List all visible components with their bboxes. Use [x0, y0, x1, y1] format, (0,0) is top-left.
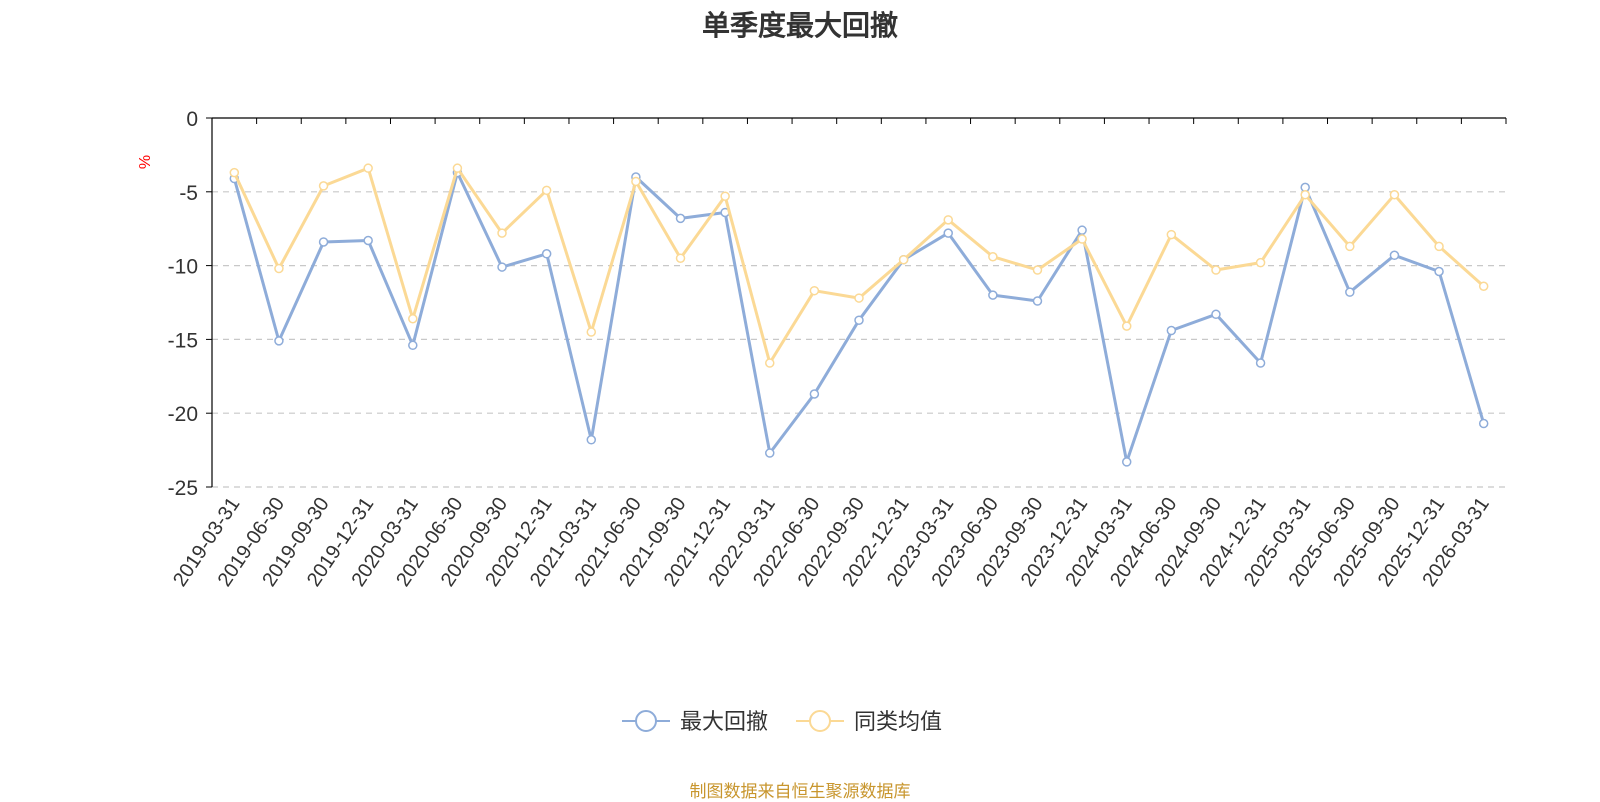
y-tick-label: -25 — [168, 477, 198, 500]
data-point[interactable] — [1255, 358, 1266, 368]
data-point[interactable] — [1121, 321, 1132, 331]
data-point[interactable] — [765, 448, 775, 458]
grid-lines — [212, 191, 1506, 488]
series-lines — [229, 163, 1489, 467]
data-point[interactable] — [1434, 241, 1444, 252]
data-point[interactable] — [854, 315, 864, 325]
data-point[interactable] — [497, 262, 507, 272]
data-point[interactable] — [1478, 281, 1489, 292]
legend-marker — [809, 710, 831, 732]
data-point[interactable] — [1211, 265, 1221, 275]
legend[interactable]: 最大回撤 同类均值 — [622, 709, 942, 734]
data-point[interactable] — [363, 235, 373, 246]
legend-label: 最大回撤 — [680, 709, 768, 734]
data-point[interactable] — [408, 340, 418, 351]
data-point[interactable] — [1434, 266, 1444, 277]
data-point[interactable] — [1478, 418, 1489, 429]
data-point[interactable] — [541, 249, 552, 259]
data-point[interactable] — [1255, 257, 1266, 268]
data-point[interactable] — [1389, 250, 1400, 261]
chart-title: 单季度最大回撤 — [701, 9, 898, 42]
data-point[interactable] — [1121, 457, 1132, 467]
data-point[interactable] — [274, 263, 284, 274]
data-point[interactable] — [943, 228, 953, 238]
data-point[interactable] — [988, 290, 998, 300]
data-point[interactable] — [809, 389, 820, 399]
data-point[interactable] — [318, 237, 329, 247]
data-point[interactable] — [675, 213, 686, 224]
data-point[interactable] — [452, 163, 463, 173]
data-point[interactable] — [1211, 309, 1221, 320]
data-point[interactable] — [1077, 225, 1087, 235]
data-point[interactable] — [988, 251, 998, 262]
data-point[interactable] — [1300, 190, 1310, 200]
series-1 — [229, 167, 1489, 467]
data-point[interactable] — [854, 293, 864, 303]
data-point[interactable] — [809, 285, 820, 296]
y-tick-label: -15 — [168, 329, 198, 352]
y-tick-label: 0 — [186, 108, 198, 131]
data-point[interactable] — [675, 253, 686, 263]
data-point[interactable] — [229, 167, 240, 178]
data-point[interactable] — [541, 185, 552, 196]
data-point[interactable] — [1389, 190, 1400, 200]
source-note: 制图数据来自恒生聚源数据库 — [689, 782, 911, 802]
data-point[interactable] — [898, 254, 909, 265]
y-tick-label: -5 — [179, 182, 198, 205]
data-point[interactable] — [363, 163, 373, 173]
data-point[interactable] — [1032, 265, 1043, 275]
data-point[interactable] — [274, 336, 284, 346]
data-point[interactable] — [1166, 325, 1177, 336]
data-point[interactable] — [943, 215, 953, 225]
data-point[interactable] — [1345, 287, 1355, 297]
y-tick-label: -10 — [168, 256, 198, 279]
legend-label: 同类均值 — [854, 709, 942, 734]
data-point[interactable] — [586, 435, 597, 445]
data-point[interactable] — [408, 313, 418, 324]
data-point[interactable] — [720, 191, 730, 201]
y-tick-label: -20 — [168, 403, 198, 426]
legend-item-1[interactable]: 最大回撤 — [622, 709, 768, 734]
axes: 0-5-10-15-20-252019-03-312019-06-302019-… — [168, 108, 1507, 591]
legend-marker — [635, 710, 657, 732]
legend-item-2[interactable]: 同类均值 — [796, 709, 942, 734]
data-point[interactable] — [1077, 234, 1087, 244]
data-point[interactable] — [586, 327, 597, 337]
data-point[interactable] — [497, 228, 507, 238]
data-point[interactable] — [631, 176, 641, 187]
data-point[interactable] — [1345, 241, 1355, 252]
y-axis-unit-label: % — [137, 155, 154, 169]
data-point[interactable] — [318, 181, 329, 191]
data-point[interactable] — [765, 358, 775, 368]
data-point[interactable] — [1166, 229, 1177, 240]
data-point[interactable] — [1032, 296, 1043, 306]
series-2 — [229, 163, 1489, 368]
